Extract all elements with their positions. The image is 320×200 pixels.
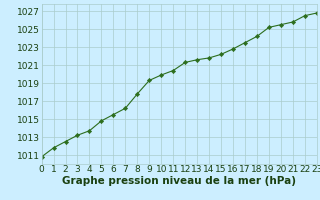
X-axis label: Graphe pression niveau de la mer (hPa): Graphe pression niveau de la mer (hPa) (62, 176, 296, 186)
